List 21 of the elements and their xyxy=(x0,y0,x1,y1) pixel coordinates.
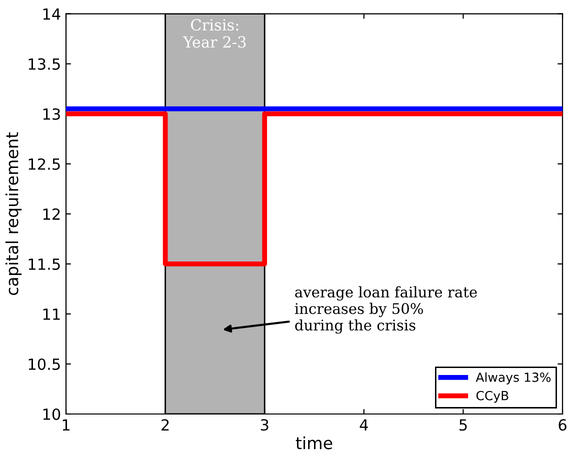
annotation: average loan failure rate increases by 50% during the crisis xyxy=(294,286,477,334)
y-axis-title: capital requirement xyxy=(5,132,22,296)
x-tick-label: 3 xyxy=(260,419,268,431)
y-tick-label: 12 xyxy=(43,208,60,220)
x-tick-label: 4 xyxy=(360,419,368,430)
x-tick-label: 1 xyxy=(62,419,70,430)
y-tick-label: 11 xyxy=(43,308,60,320)
y-tick-label: 11.5 xyxy=(28,258,60,270)
legend-label: Always 13% xyxy=(476,372,551,384)
y-tick-label: 14 xyxy=(43,8,60,20)
x-tick-label: 2 xyxy=(162,419,169,430)
y-tick-label: 13.5 xyxy=(28,58,60,70)
legend-label: CCyB xyxy=(476,390,508,403)
x-axis-title: time xyxy=(296,436,332,450)
x-tick-label: 5 xyxy=(460,419,467,431)
y-tick-label: 13 xyxy=(43,108,60,120)
x-tick-label: 6 xyxy=(558,419,566,431)
y-tick-label: 10 xyxy=(43,408,60,420)
band-label: Crisis: Year 2-3 xyxy=(182,19,246,48)
y-tick-label: 10.5 xyxy=(28,358,60,370)
y-tick-label: 12.5 xyxy=(28,158,60,170)
